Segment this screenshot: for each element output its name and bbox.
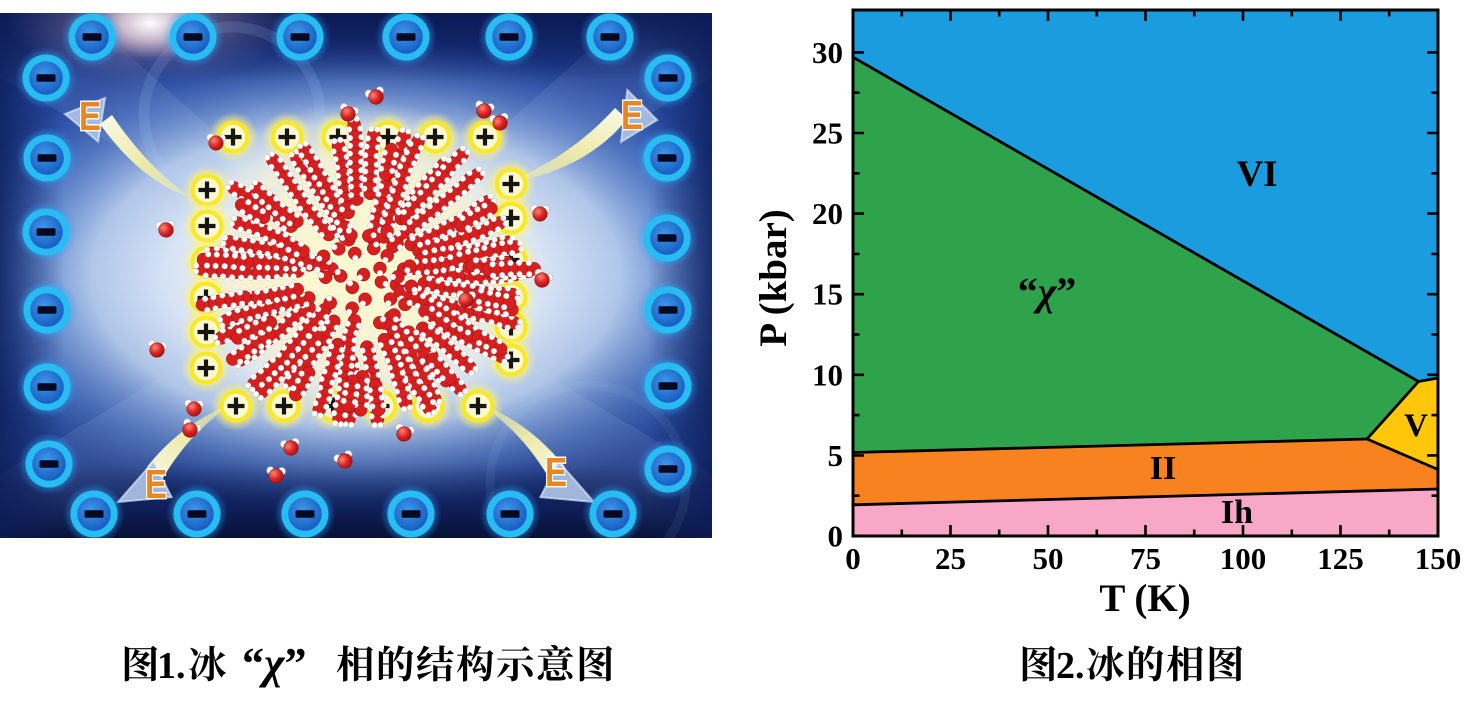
svg-text:5: 5 xyxy=(828,438,844,473)
svg-text:125: 125 xyxy=(1317,541,1364,576)
svg-text:E: E xyxy=(545,449,567,495)
svg-text:“χ”: “χ” xyxy=(242,639,306,688)
svg-text:VI: VI xyxy=(1236,154,1277,195)
svg-text:25: 25 xyxy=(812,116,843,151)
svg-text:E: E xyxy=(145,461,167,507)
svg-text:E: E xyxy=(79,93,101,139)
svg-text:100: 100 xyxy=(1220,541,1267,576)
svg-text:T (K): T (K) xyxy=(1099,577,1190,620)
svg-text:1.: 1. xyxy=(157,645,186,687)
svg-text:15: 15 xyxy=(812,277,843,312)
svg-text:II: II xyxy=(1150,450,1176,487)
svg-text:Ih: Ih xyxy=(1221,494,1253,531)
svg-text:30: 30 xyxy=(812,35,843,70)
svg-text:150: 150 xyxy=(1415,541,1462,576)
svg-text:20: 20 xyxy=(812,196,843,231)
svg-text:10: 10 xyxy=(812,357,843,392)
svg-text:50: 50 xyxy=(1033,541,1064,576)
svg-text:25: 25 xyxy=(935,541,966,576)
svg-text:“χ”: “χ” xyxy=(1018,269,1077,314)
svg-text:E: E xyxy=(621,92,643,138)
svg-text:P (kbar): P (kbar) xyxy=(752,209,795,347)
svg-text:0: 0 xyxy=(828,519,844,554)
svg-text:2.: 2. xyxy=(1056,645,1085,687)
svg-text:V: V xyxy=(1404,408,1428,444)
svg-text:75: 75 xyxy=(1130,541,1161,576)
svg-text:0: 0 xyxy=(845,541,861,576)
